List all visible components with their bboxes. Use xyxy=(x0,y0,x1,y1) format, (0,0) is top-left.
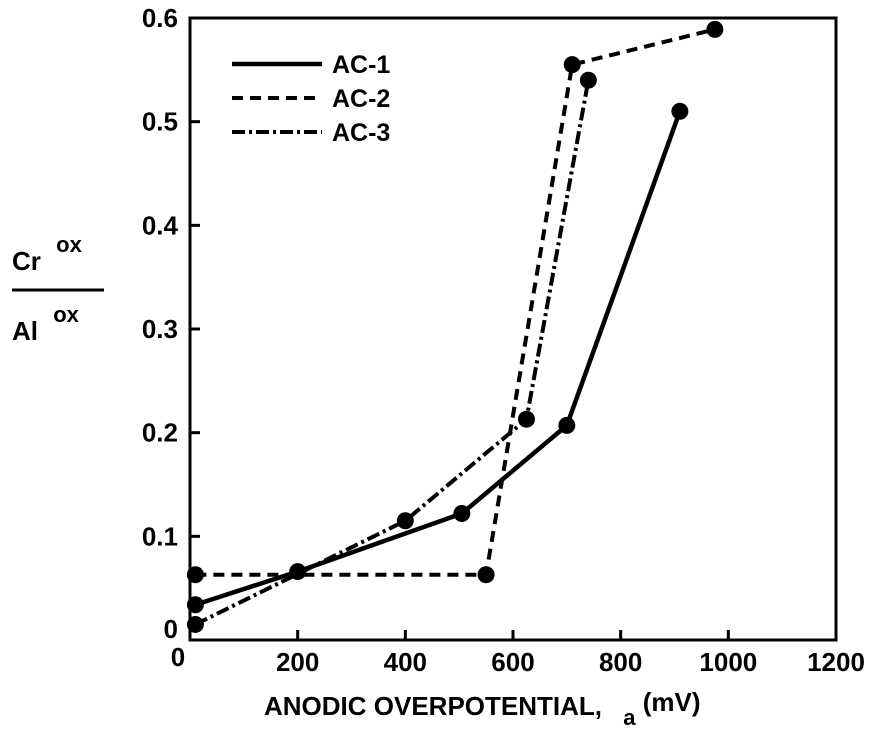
x-axis-label-unit: (mV) xyxy=(643,687,701,717)
y-tick-label: 0.6 xyxy=(142,3,178,33)
x-axis-label: ANODIC OVERPOTENTIAL, xyxy=(264,691,602,721)
data-point-ac-1 xyxy=(558,416,576,434)
x-tick-label: 400 xyxy=(384,647,427,677)
data-point-ac-2 xyxy=(186,566,204,584)
data-point-ac-3 xyxy=(396,512,414,530)
data-point-ac-3 xyxy=(186,615,204,633)
data-point-ac-1 xyxy=(453,505,471,523)
series-points xyxy=(186,20,724,633)
y-tick-label: 0.4 xyxy=(142,210,179,240)
data-point-ac-3 xyxy=(579,71,597,89)
x-tick-label: 0 xyxy=(171,642,185,672)
x-axis-ticks: 0 200 400 600 800 1000 1200 xyxy=(171,630,865,677)
data-point-ac-3 xyxy=(517,410,535,428)
data-point-ac-2 xyxy=(706,20,724,38)
y-tick-label: 0.3 xyxy=(142,314,178,344)
y-axis-title-numerator: Cr ox xyxy=(12,232,83,276)
y-axis-title: Cr ox Al ox xyxy=(12,232,104,346)
x-tick-label: 200 xyxy=(276,647,319,677)
y-tick-label: 0.2 xyxy=(142,418,178,448)
legend-label-ac-3: AC-3 xyxy=(332,119,390,147)
data-point-ac-2 xyxy=(563,56,581,74)
series-lines xyxy=(194,27,716,627)
data-point-ac-1 xyxy=(289,563,307,581)
x-tick-label: 1200 xyxy=(807,647,865,677)
plot-frame xyxy=(188,16,838,642)
y-axis-title-numerator-sup: ox xyxy=(56,232,82,257)
x-tick-label: 800 xyxy=(599,647,642,677)
y-tick-label: 0 xyxy=(164,614,178,644)
data-point-ac-1 xyxy=(186,596,204,614)
y-axis-title-denominator-sup: ox xyxy=(53,302,79,327)
data-point-ac-2 xyxy=(477,566,495,584)
y-tick-label: 0.1 xyxy=(142,521,178,551)
y-axis-ticks: 0 0.1 0.2 0.3 0.4 0.5 0.6 xyxy=(142,3,200,644)
x-axis-title: ANODIC OVERPOTENTIAL, a (mV) xyxy=(264,687,701,731)
data-point-ac-1 xyxy=(671,102,689,120)
x-tick-label: 600 xyxy=(491,647,534,677)
series-line-ac-3 xyxy=(194,79,591,627)
x-axis-label-subscript: a xyxy=(623,705,636,730)
series-line-ac-1 xyxy=(194,110,683,607)
x-tick-label: 1000 xyxy=(699,647,757,677)
plot-area-border xyxy=(188,16,838,642)
legend: AC-1 AC-2 AC-3 xyxy=(232,51,390,147)
legend-label-ac-1: AC-1 xyxy=(332,51,390,79)
series-line-ac-2 xyxy=(195,27,716,577)
y-axis-title-numerator-base: Cr xyxy=(12,246,41,276)
y-axis-title-denominator: Al ox xyxy=(12,302,80,346)
legend-label-ac-2: AC-2 xyxy=(332,85,390,113)
y-tick-label: 0.5 xyxy=(142,107,178,137)
y-axis-title-denominator-base: Al xyxy=(12,316,38,346)
